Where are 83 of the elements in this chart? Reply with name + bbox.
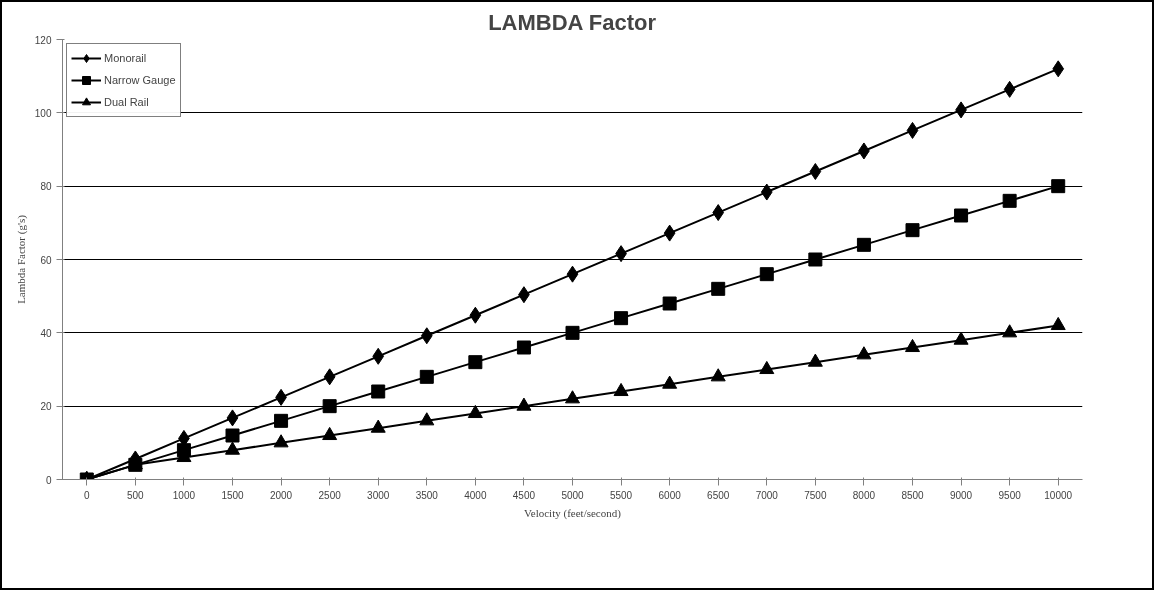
point <box>322 399 337 414</box>
x-axis-title: Velocity (feet/second) <box>524 506 622 520</box>
point <box>954 208 969 223</box>
y-tick-label: 40 <box>40 327 52 339</box>
point <box>1002 324 1018 338</box>
point <box>516 340 531 355</box>
legend-label: Dual Rail <box>104 96 149 108</box>
y-tick-label: 80 <box>40 181 52 193</box>
point <box>225 428 240 443</box>
point <box>1051 179 1066 194</box>
point <box>566 265 579 283</box>
point <box>273 434 289 448</box>
point <box>662 375 678 389</box>
point <box>516 397 532 411</box>
point <box>419 369 434 384</box>
point <box>371 384 386 399</box>
point <box>419 412 435 426</box>
x-tick-label: 500 <box>127 489 145 501</box>
x-tick-label: 10000 <box>1044 489 1073 501</box>
x-tick-label: 5500 <box>609 489 633 501</box>
chart-title: LAMBDA Factor <box>488 9 657 35</box>
point <box>372 347 385 365</box>
point <box>953 331 969 345</box>
y-axis-title: Lambda Factor (g's) <box>14 214 28 304</box>
x-tick-label: 6000 <box>658 489 682 501</box>
x-tick-label: 7000 <box>755 489 779 501</box>
point <box>1002 193 1017 208</box>
point <box>809 163 822 180</box>
y-tick-label: 120 <box>34 34 52 46</box>
point <box>759 267 774 282</box>
point <box>226 409 239 427</box>
point <box>322 426 338 441</box>
point <box>468 355 483 370</box>
point <box>905 223 920 238</box>
y-tick-label: 60 <box>40 254 52 266</box>
y-tick-label: 20 <box>40 401 52 413</box>
point <box>905 338 920 353</box>
point <box>467 404 483 419</box>
point <box>274 413 289 428</box>
point <box>370 419 386 433</box>
point <box>469 306 482 324</box>
x-tick-label: 8500 <box>901 489 925 501</box>
legend-label: Narrow Gauge <box>104 74 176 86</box>
point <box>565 325 580 340</box>
x-tick-label: 7500 <box>804 489 827 501</box>
point <box>712 204 725 222</box>
point <box>710 368 726 382</box>
x-tick-label: 9000 <box>949 489 973 501</box>
point <box>1003 80 1016 98</box>
x-tick-label: 3000 <box>367 489 390 501</box>
x-tick-label: 4000 <box>464 489 487 501</box>
x-tick-label: 3500 <box>415 489 439 501</box>
point <box>856 237 871 252</box>
point <box>711 281 726 296</box>
y-tick-label: 0 <box>45 474 52 486</box>
x-tick-label: 0 <box>84 489 90 501</box>
x-tick-label: 1500 <box>221 489 245 501</box>
y-tick-label: 100 <box>34 107 52 119</box>
point <box>662 296 677 311</box>
point <box>613 382 629 397</box>
point <box>225 441 240 455</box>
x-tick-label: 1000 <box>172 489 196 501</box>
point <box>614 311 629 326</box>
point <box>856 346 872 360</box>
x-tick-label: 9500 <box>998 489 1022 501</box>
legend-label: Monorail <box>104 52 147 64</box>
point <box>565 390 580 404</box>
point <box>906 121 919 139</box>
point <box>1050 316 1066 331</box>
point <box>663 224 676 242</box>
x-tick-label: 6500 <box>707 489 730 501</box>
point <box>808 252 823 267</box>
point <box>759 360 775 375</box>
point <box>323 368 336 386</box>
x-tick-label: 2000 <box>269 489 293 501</box>
x-tick-label: 2500 <box>318 489 342 501</box>
x-tick-label: 4500 <box>512 489 536 501</box>
x-tick-label: 5000 <box>561 489 585 501</box>
point <box>807 353 823 367</box>
point <box>1052 60 1065 78</box>
point <box>760 183 773 201</box>
x-tick-label: 8000 <box>852 489 876 501</box>
point <box>420 327 433 345</box>
